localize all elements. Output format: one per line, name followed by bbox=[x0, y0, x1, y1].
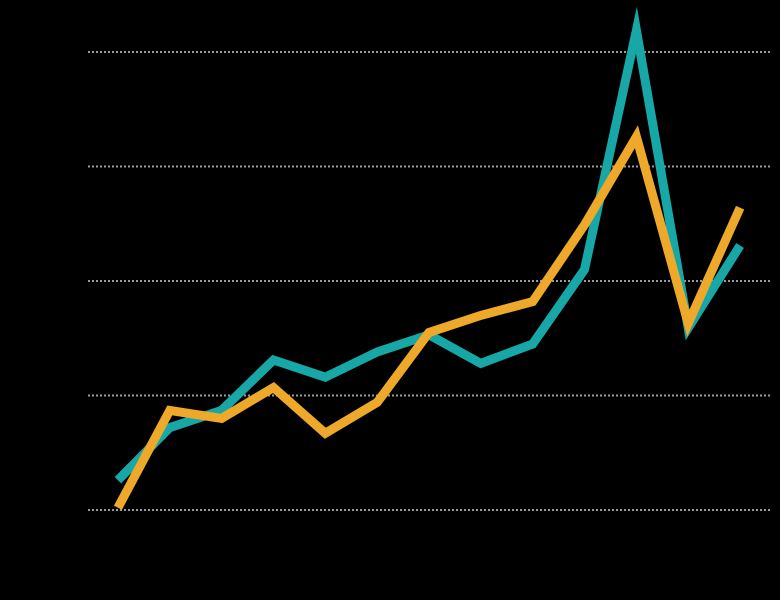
data-line bbox=[113, 125, 745, 510]
